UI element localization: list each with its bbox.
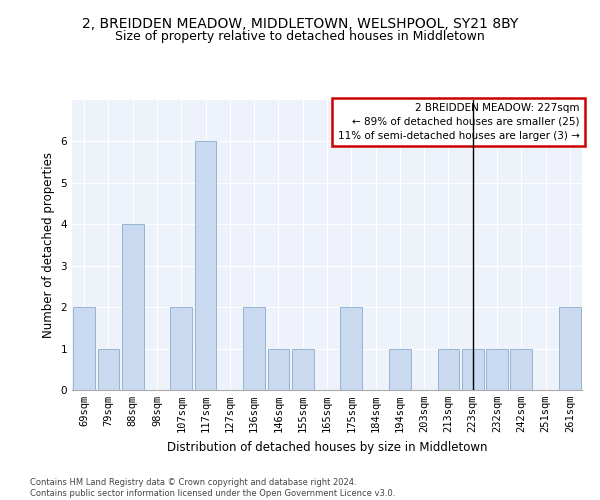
Text: 2 BREIDDEN MEADOW: 227sqm
← 89% of detached houses are smaller (25)
11% of semi-: 2 BREIDDEN MEADOW: 227sqm ← 89% of detac…	[338, 103, 580, 141]
Bar	[243, 307, 265, 390]
Bar	[340, 307, 362, 390]
Bar	[389, 348, 411, 390]
Y-axis label: Number of detached properties: Number of detached properties	[42, 152, 55, 338]
Bar	[486, 348, 508, 390]
Bar	[437, 348, 460, 390]
Bar	[559, 307, 581, 390]
Bar	[122, 224, 143, 390]
Text: 2, BREIDDEN MEADOW, MIDDLETOWN, WELSHPOOL, SY21 8BY: 2, BREIDDEN MEADOW, MIDDLETOWN, WELSHPOO…	[82, 18, 518, 32]
Bar	[194, 142, 217, 390]
X-axis label: Distribution of detached houses by size in Middletown: Distribution of detached houses by size …	[167, 440, 487, 454]
Bar	[462, 348, 484, 390]
Bar	[73, 307, 95, 390]
Bar	[97, 348, 119, 390]
Bar	[292, 348, 314, 390]
Bar	[170, 307, 192, 390]
Bar	[511, 348, 532, 390]
Text: Size of property relative to detached houses in Middletown: Size of property relative to detached ho…	[115, 30, 485, 43]
Text: Contains HM Land Registry data © Crown copyright and database right 2024.
Contai: Contains HM Land Registry data © Crown c…	[30, 478, 395, 498]
Bar	[268, 348, 289, 390]
